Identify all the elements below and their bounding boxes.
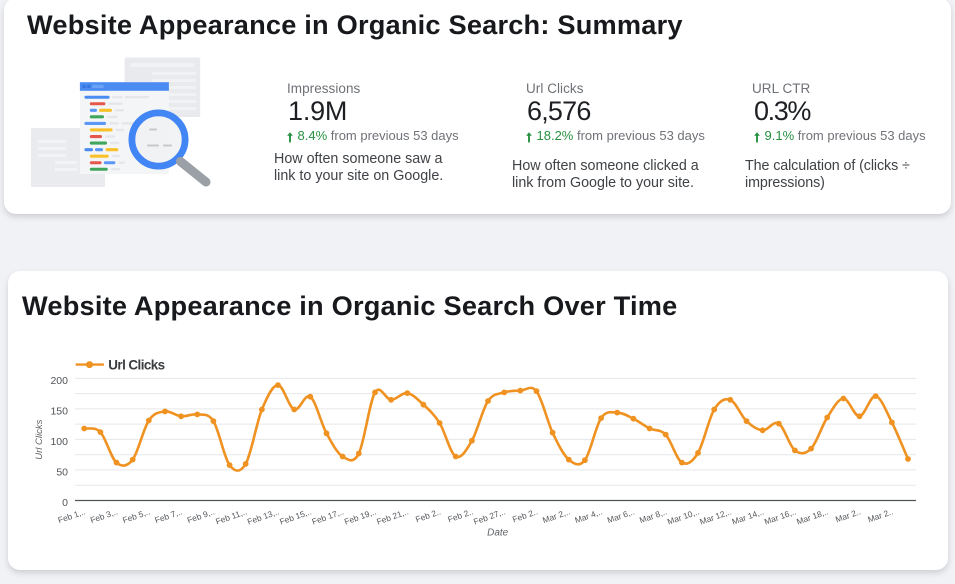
svg-text:Feb 2..: Feb 2..: [511, 506, 539, 524]
svg-text:Mar 2..: Mar 2..: [834, 506, 862, 524]
svg-text:Feb 19,..: Feb 19,..: [343, 506, 378, 526]
svg-text:Mar 12,..: Mar 12,..: [698, 506, 733, 526]
svg-text:50: 50: [56, 467, 68, 479]
svg-text:Feb 15,..: Feb 15,..: [278, 506, 313, 526]
svg-text:Feb 2..: Feb 2..: [446, 506, 474, 524]
svg-text:Feb 17,..: Feb 17,..: [311, 506, 346, 526]
svg-text:Mar 18,..: Mar 18,..: [795, 506, 830, 526]
svg-text:Mar 10,..: Mar 10,..: [666, 506, 701, 526]
svg-text:0: 0: [62, 497, 68, 509]
svg-text:200: 200: [50, 375, 68, 387]
svg-text:Mar 8,..: Mar 8,..: [638, 506, 668, 525]
svg-text:Feb 5,..: Feb 5,..: [121, 506, 151, 525]
svg-text:Feb 2..: Feb 2..: [414, 506, 442, 524]
svg-text:Mar 6,..: Mar 6,..: [606, 506, 636, 525]
svg-text:Feb 13,..: Feb 13,..: [246, 506, 281, 526]
svg-text:Feb 7,..: Feb 7,..: [153, 506, 183, 525]
svg-text:Url Clicks: Url Clicks: [34, 419, 45, 459]
svg-text:Feb 11,..: Feb 11,..: [214, 506, 248, 526]
svg-text:Feb 21,..: Feb 21,..: [375, 506, 410, 526]
svg-text:Mar 16,..: Mar 16,..: [763, 506, 798, 526]
svg-text:Mar 4,..: Mar 4,..: [573, 506, 603, 525]
svg-text:Feb 9,..: Feb 9,..: [186, 506, 216, 525]
svg-text:Feb 1,..: Feb 1,..: [57, 506, 87, 525]
svg-text:Mar 2,..: Mar 2,..: [541, 506, 571, 525]
svg-text:150: 150: [50, 406, 68, 418]
svg-text:Feb 27,..: Feb 27,..: [472, 506, 507, 526]
svg-text:100: 100: [50, 436, 68, 448]
svg-text:Mar 2..: Mar 2..: [866, 506, 894, 524]
svg-text:Url Clicks: Url Clicks: [108, 358, 164, 373]
svg-text:Feb 3,..: Feb 3,..: [89, 506, 119, 525]
svg-text:Mar 14,..: Mar 14,..: [731, 506, 766, 526]
svg-text:Date: Date: [487, 528, 509, 539]
